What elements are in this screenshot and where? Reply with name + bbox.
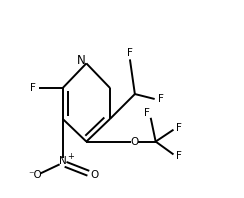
Text: O: O: [91, 170, 99, 180]
Text: F: F: [176, 123, 182, 133]
Text: O: O: [131, 137, 139, 147]
Text: F: F: [127, 49, 133, 58]
Text: F: F: [30, 83, 36, 93]
Text: F: F: [176, 151, 182, 161]
Text: ⁻O: ⁻O: [28, 170, 42, 180]
Text: F: F: [144, 108, 150, 118]
Text: N: N: [59, 156, 66, 166]
Text: F: F: [158, 94, 163, 104]
Text: N: N: [77, 54, 86, 68]
Text: +: +: [67, 152, 73, 161]
